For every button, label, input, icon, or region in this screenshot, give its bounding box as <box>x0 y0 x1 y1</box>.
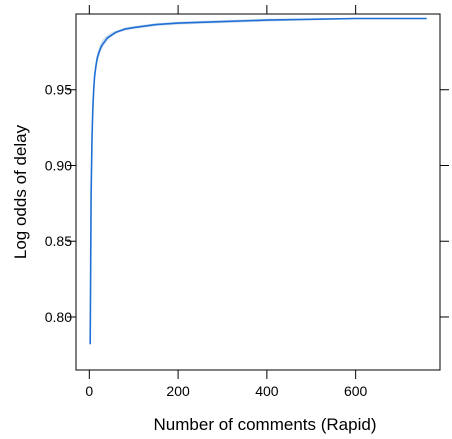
x-tick-label: 200 <box>166 383 190 399</box>
x-tick-label: 600 <box>344 383 368 399</box>
x-axis-title: Number of comments (Rapid) <box>154 415 377 434</box>
y-tick-labels: 0.80 0.85 0.90 0.95 <box>45 82 72 325</box>
x-tick-label: 400 <box>255 383 279 399</box>
y-tick-label: 0.90 <box>45 157 72 173</box>
confidence-band <box>90 17 427 363</box>
plot-frame <box>75 13 441 371</box>
series-line <box>89 17 427 345</box>
y-tick-label: 0.85 <box>45 233 72 249</box>
series-line-path <box>89 17 427 345</box>
y-axis-title: Log odds of delay <box>11 124 30 259</box>
x-tick-labels: 0 200 400 600 <box>85 383 367 399</box>
confidence-band-area <box>90 17 427 363</box>
y-tick-label: 0.95 <box>45 82 72 98</box>
y-tick-label: 0.80 <box>45 309 72 325</box>
axis-ticks <box>67 5 449 379</box>
x-tick-label: 0 <box>85 383 93 399</box>
